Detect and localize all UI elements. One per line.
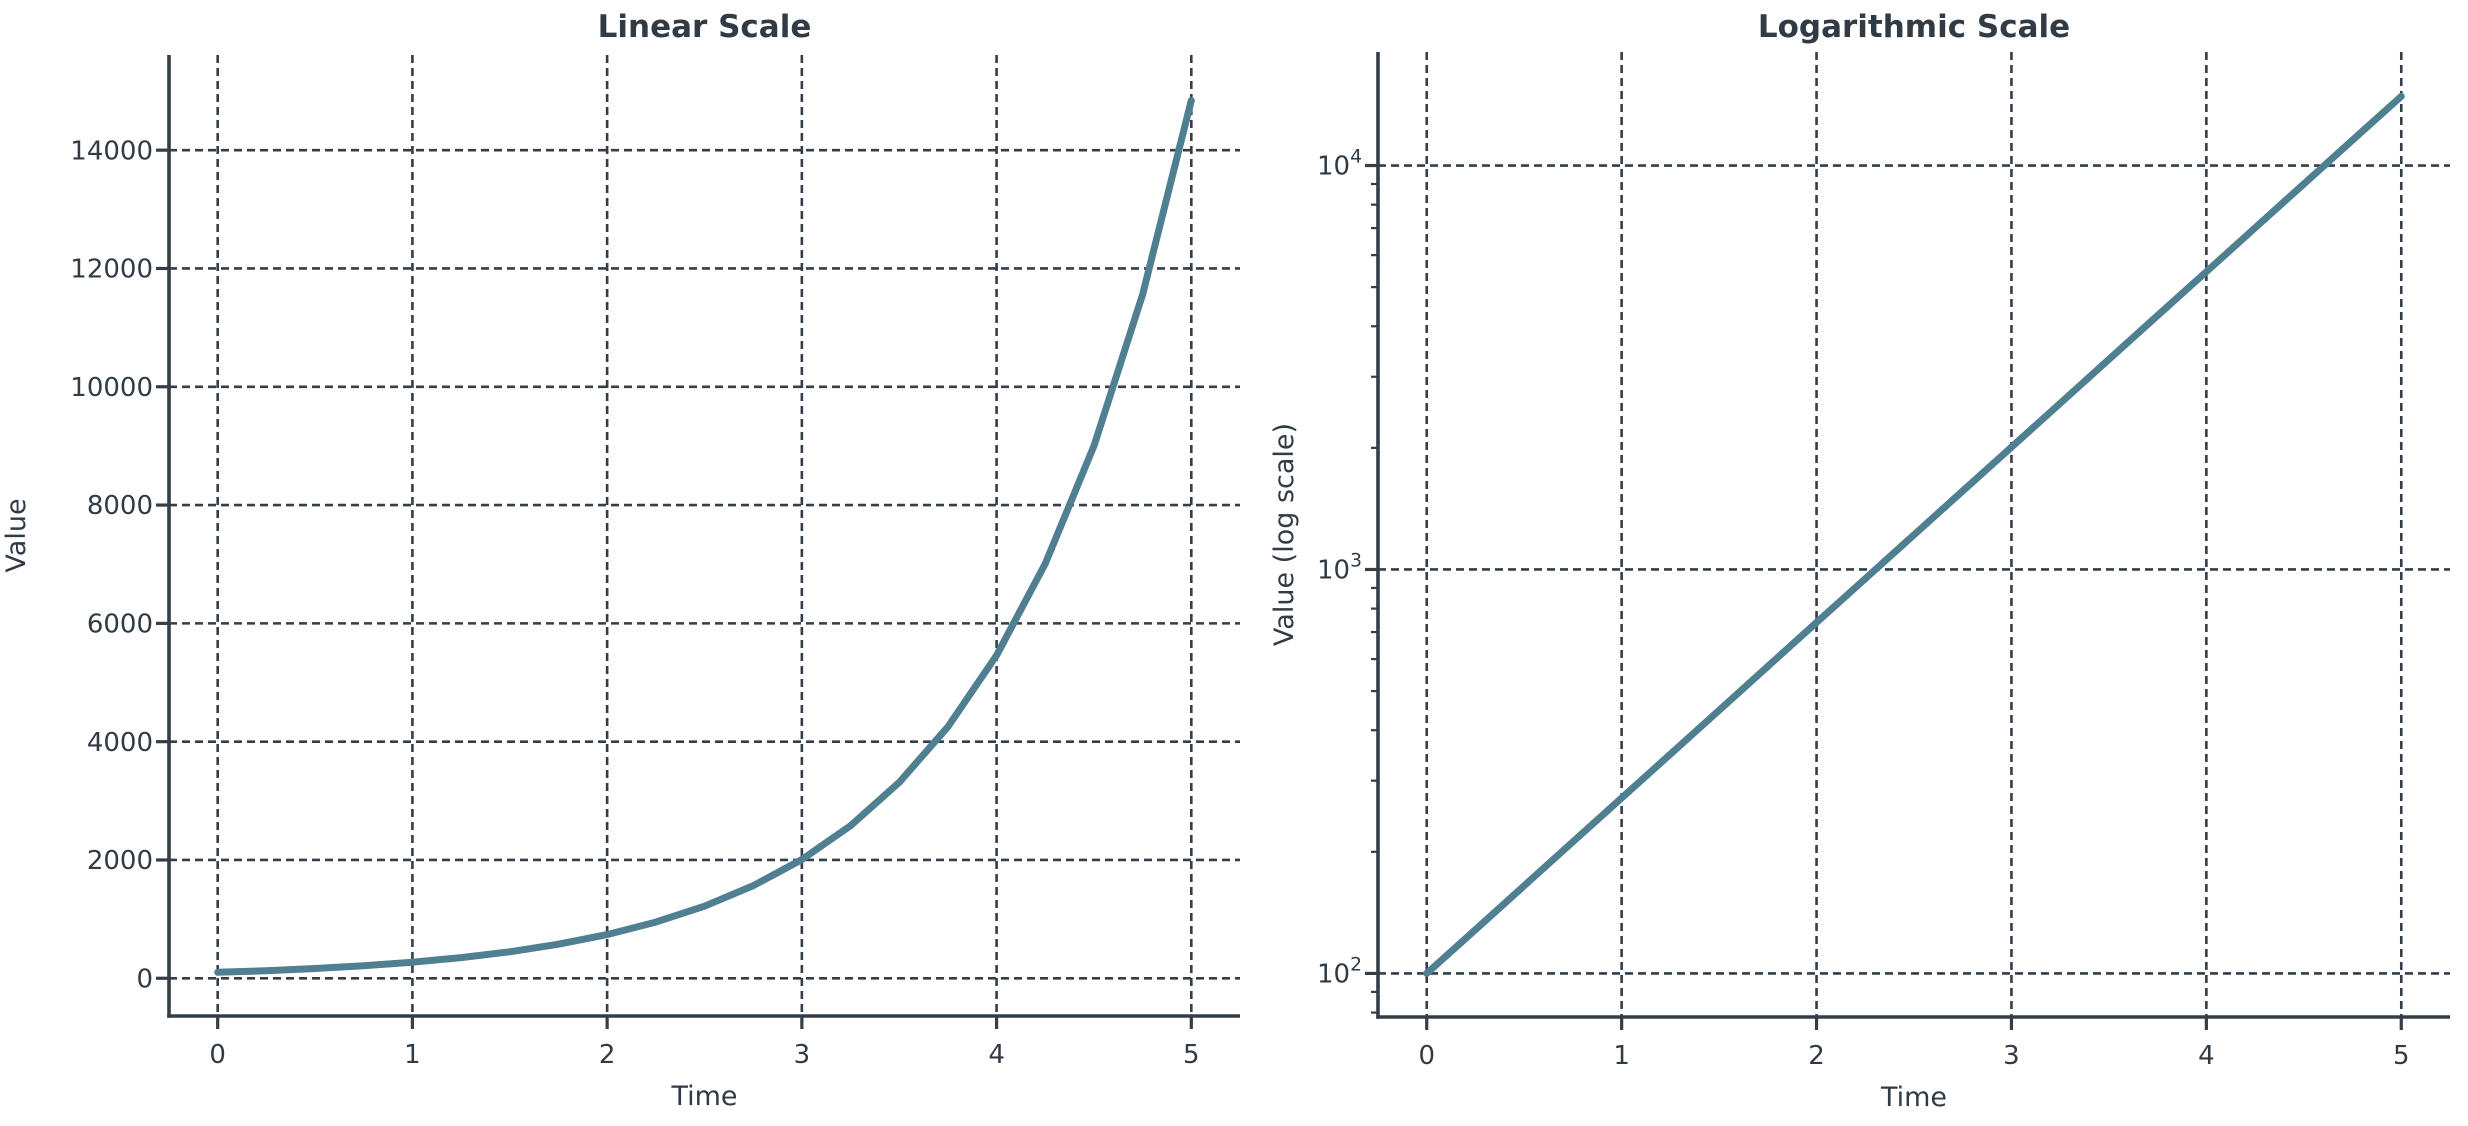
x-tick-label: 0 (209, 1040, 226, 1070)
y-tick-label: 4000 (87, 728, 153, 758)
y-tick-label: 0 (136, 964, 153, 994)
x-axis-label: Time (670, 1081, 737, 1112)
ticks (156, 148, 1193, 1029)
x-tick-label: 1 (404, 1040, 421, 1070)
x-tick-label: 3 (794, 1040, 811, 1070)
gridlines (1378, 52, 2450, 1017)
y-tick-label: 12000 (70, 255, 153, 285)
gridlines (169, 55, 1240, 1016)
chart-title: Linear Scale (598, 9, 812, 45)
y-axis-label: Value (log scale) (1269, 423, 1300, 646)
y-tick-label: 2000 (87, 846, 153, 876)
x-tick-label: 4 (988, 1040, 1005, 1070)
x-tick-label: 2 (599, 1040, 616, 1070)
x-tick-label: 5 (1183, 1040, 1200, 1070)
chart-title: Logarithmic Scale (1758, 9, 2070, 45)
y-tick-label: 6000 (87, 609, 153, 639)
data-line (214, 96, 1195, 976)
y-tick-label: 10000 (70, 373, 153, 403)
x-tick-label: 3 (2003, 1041, 2020, 1071)
y-tick-label: 104 (1317, 147, 1362, 182)
x-tick-label: 0 (1418, 1041, 1435, 1071)
ticks (1365, 163, 2403, 1030)
spines (1376, 52, 2450, 1019)
exponent: 4 (1350, 147, 1362, 168)
x-axis-label: Time (1880, 1082, 1947, 1113)
exponent: 2 (1350, 955, 1362, 976)
panel-log: 0 1 2 3 4 5 102 103 104 Logarithmic Scale Time Valu… (1269, 9, 2450, 1113)
y-tick-label: 102 (1317, 955, 1362, 990)
x-tick-label: 4 (2198, 1041, 2215, 1071)
x-tick-label: 2 (1808, 1041, 1825, 1071)
y-axis-label: Value (1, 498, 32, 572)
data-line (1423, 92, 2405, 977)
x-tick-label: 1 (1613, 1041, 1630, 1071)
panel-linear: 0 1 2 3 4 5 0 2000 4000 6000 8000 10000 12000 14000 Li… (1, 9, 1240, 1112)
y-tick-label: 103 (1317, 551, 1362, 586)
y-tick-label: 8000 (87, 491, 153, 521)
y-tick-label: 14000 (70, 136, 153, 166)
exponent: 3 (1350, 551, 1362, 572)
x-tick-label: 5 (2393, 1041, 2410, 1071)
spines (167, 55, 1240, 1018)
